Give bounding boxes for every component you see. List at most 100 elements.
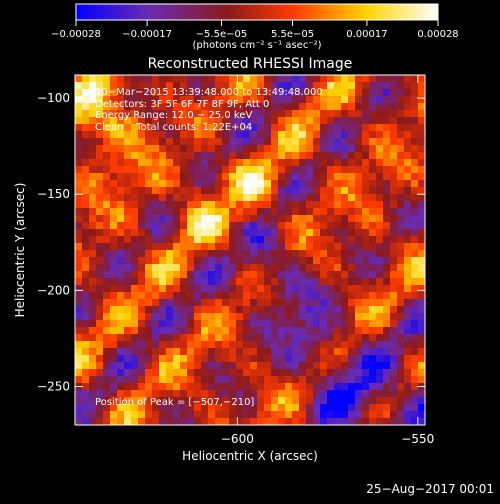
heatmap-cell bbox=[208, 250, 216, 258]
heatmap-cell bbox=[278, 397, 286, 405]
heatmap-cell bbox=[390, 166, 398, 174]
heatmap-cell bbox=[89, 166, 97, 174]
heatmap-cell bbox=[138, 278, 146, 286]
heatmap-cell bbox=[117, 355, 125, 363]
heatmap-cell bbox=[96, 208, 104, 216]
heatmap-cell bbox=[187, 278, 195, 286]
heatmap-cell bbox=[411, 383, 419, 391]
heatmap-cell bbox=[327, 173, 335, 181]
heatmap-cell bbox=[152, 306, 160, 314]
heatmap-cell bbox=[411, 201, 419, 209]
heatmap-cell bbox=[327, 306, 335, 314]
heatmap-cell bbox=[278, 341, 286, 349]
heatmap-cell bbox=[285, 383, 293, 391]
heatmap-cell bbox=[320, 376, 328, 384]
heatmap-cell bbox=[152, 201, 160, 209]
heatmap-cell bbox=[201, 173, 209, 181]
heatmap-cell bbox=[306, 397, 314, 405]
colorbar-ticks: −0.00028 −0.00017 −5.5e−05 5.5e−05 0.00017 0.… bbox=[51, 20, 459, 40]
heatmap-cell bbox=[418, 292, 425, 300]
heatmap-cell bbox=[82, 383, 90, 391]
heatmap-cell bbox=[138, 292, 146, 300]
heatmap-cell bbox=[327, 292, 335, 300]
heatmap-cell bbox=[208, 117, 216, 125]
heatmap-cell bbox=[250, 208, 258, 216]
heatmap-cell bbox=[124, 320, 132, 328]
heatmap-cell bbox=[82, 362, 90, 370]
heatmap-cell bbox=[313, 383, 321, 391]
heatmap-cell bbox=[201, 285, 209, 293]
heatmap-cell bbox=[131, 201, 139, 209]
heatmap-cell bbox=[166, 369, 174, 377]
heatmap-cell bbox=[201, 166, 209, 174]
heatmap-cell bbox=[320, 194, 328, 202]
heatmap-cell bbox=[117, 201, 125, 209]
heatmap-cell bbox=[411, 250, 419, 258]
heatmap-cell bbox=[117, 327, 125, 335]
heatmap-cell bbox=[89, 96, 97, 104]
heatmap-cell bbox=[138, 166, 146, 174]
heatmap-cell bbox=[215, 250, 223, 258]
heatmap-cell bbox=[243, 411, 251, 419]
heatmap-cell bbox=[166, 145, 174, 153]
heatmap-cell bbox=[362, 306, 370, 314]
heatmap-cell bbox=[278, 159, 286, 167]
heatmap-cell bbox=[334, 222, 342, 230]
heatmap-cell bbox=[166, 250, 174, 258]
heatmap-cell bbox=[103, 250, 111, 258]
heatmap-cell bbox=[376, 194, 384, 202]
heatmap-cell bbox=[327, 271, 335, 279]
heatmap-cell bbox=[110, 96, 118, 104]
heatmap-cell bbox=[306, 278, 314, 286]
heatmap-cell bbox=[208, 264, 216, 272]
heatmap-cell bbox=[124, 75, 132, 83]
heatmap-cell bbox=[397, 250, 405, 258]
heatmap-cell bbox=[159, 411, 167, 419]
heatmap-cell bbox=[145, 82, 153, 90]
heatmap-cell bbox=[418, 397, 425, 405]
heatmap-cell bbox=[103, 285, 111, 293]
heatmap-cell bbox=[208, 418, 216, 425]
heatmap-cell bbox=[313, 369, 321, 377]
heatmap-cell bbox=[138, 327, 146, 335]
heatmap-cell bbox=[264, 404, 272, 412]
annotation-peak-position: Position of Peak = [−507,−210] bbox=[95, 397, 255, 408]
heatmap-cell bbox=[334, 285, 342, 293]
heatmap-cell bbox=[201, 103, 209, 111]
heatmap-cell bbox=[362, 264, 370, 272]
heatmap-cell bbox=[390, 89, 398, 97]
heatmap-cell bbox=[180, 313, 188, 321]
heatmap-cell bbox=[180, 236, 188, 244]
heatmap-cell bbox=[418, 299, 425, 307]
heatmap-cell bbox=[271, 194, 279, 202]
heatmap-cell bbox=[138, 145, 146, 153]
heatmap-cell bbox=[215, 96, 223, 104]
heatmap-cell bbox=[159, 131, 167, 139]
heatmap-cell bbox=[306, 131, 314, 139]
heatmap-cell bbox=[285, 187, 293, 195]
heatmap-cell bbox=[383, 271, 391, 279]
heatmap-cell bbox=[138, 103, 146, 111]
heatmap-cell bbox=[131, 257, 139, 265]
heatmap-cell bbox=[376, 96, 384, 104]
heatmap-cell bbox=[173, 404, 181, 412]
heatmap-cell bbox=[201, 110, 209, 118]
heatmap-cell bbox=[208, 397, 216, 405]
heatmap-cell bbox=[187, 404, 195, 412]
heatmap-cell bbox=[383, 187, 391, 195]
heatmap-cell bbox=[271, 376, 279, 384]
heatmap-cell bbox=[341, 362, 349, 370]
heatmap-cell bbox=[222, 124, 230, 132]
heatmap-cell bbox=[271, 397, 279, 405]
heatmap-cell bbox=[285, 82, 293, 90]
heatmap-cell bbox=[285, 334, 293, 342]
y-tick-label: −250 bbox=[37, 380, 70, 394]
heatmap-cell bbox=[131, 243, 139, 251]
heatmap-cell bbox=[215, 110, 223, 118]
heatmap-cell bbox=[327, 75, 335, 83]
annotation-block: 10−Mar−2015 13:39:48.000 to 13:49:48.000… bbox=[95, 87, 323, 133]
heatmap-cell bbox=[411, 243, 419, 251]
heatmap-cell bbox=[264, 390, 272, 398]
heatmap-cell bbox=[236, 89, 244, 97]
heatmap-cell bbox=[327, 334, 335, 342]
